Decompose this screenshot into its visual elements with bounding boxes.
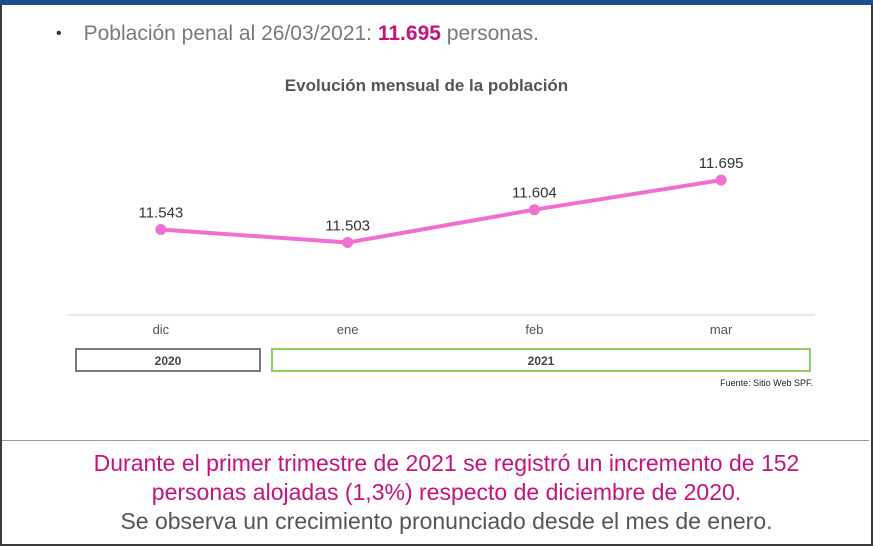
- summary-text: Durante el primer trimestre de 2021 se r…: [0, 449, 873, 536]
- data-point: [528, 204, 540, 216]
- data-label: 11.543: [138, 205, 183, 222]
- summary-line-3: Se observa un crecimiento pronunciado de…: [120, 508, 773, 534]
- population-value: 11.695: [377, 22, 441, 45]
- data-label: 11.695: [699, 155, 744, 172]
- summary-line-1: Durante el primer trimestre de 2021 se r…: [93, 450, 800, 476]
- top-bar: [0, 0, 873, 5]
- population-bullet: • Población penal al 26/03/2021: 11.695 p…: [56, 22, 539, 46]
- bullet-icon: •: [56, 25, 62, 42]
- divider: [2, 440, 869, 441]
- x-tick-label: dic: [153, 322, 170, 337]
- x-tick-label: mar: [710, 322, 733, 337]
- bullet-suffix: personas.: [440, 22, 539, 45]
- data-label: 11.503: [325, 218, 370, 235]
- year-group-2020: 2020: [75, 348, 261, 372]
- chart-title: Evolución mensual de la población: [284, 76, 569, 95]
- source-note: Fuente: Sitio Web SPF.: [720, 378, 813, 388]
- data-point: [155, 224, 167, 236]
- x-tick-label: feb: [525, 322, 543, 337]
- summary-line-2: personas alojadas (1,3%) respecto de dic…: [151, 479, 742, 505]
- bullet-prefix: Población penal al 26/03/2021:: [83, 22, 378, 45]
- series-line: [160, 178, 722, 245]
- data-point: [342, 237, 354, 249]
- data-label: 11.604: [512, 185, 557, 202]
- data-point: [715, 174, 727, 186]
- year-group-2021: 2021: [271, 348, 811, 372]
- x-tick-label: ene: [337, 322, 359, 337]
